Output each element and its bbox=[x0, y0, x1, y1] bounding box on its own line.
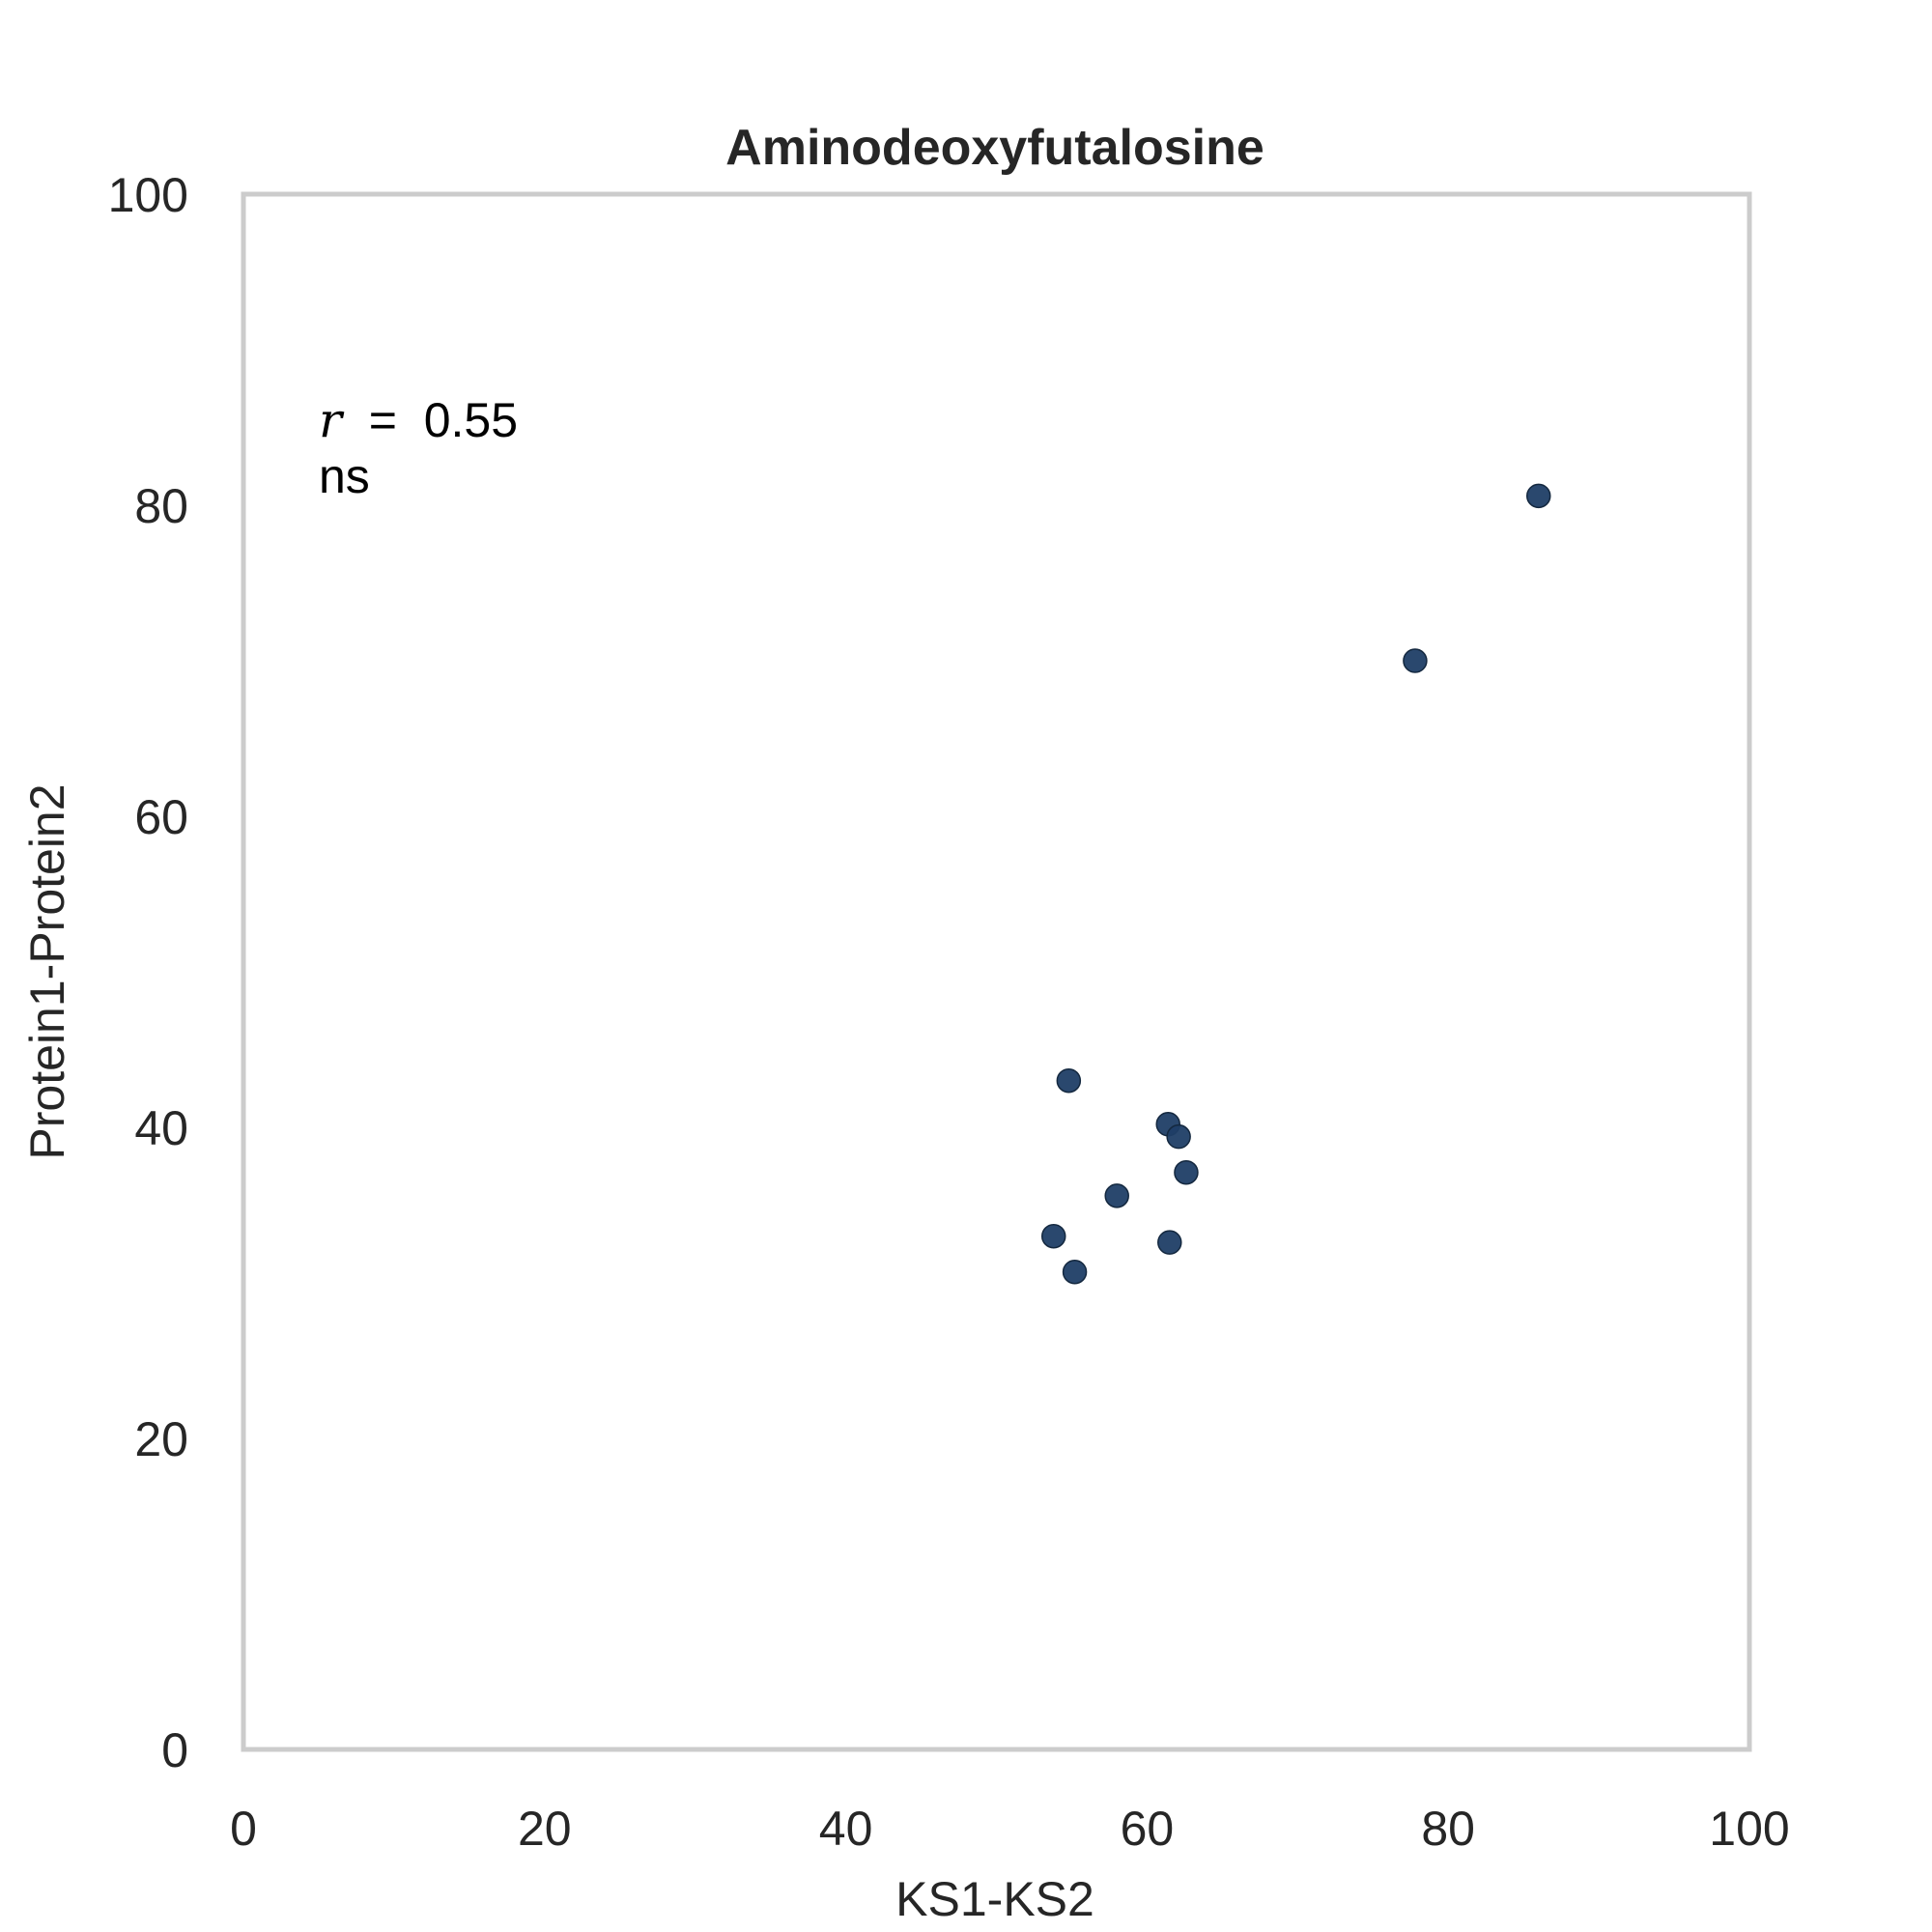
x-axis-label: KS1-KS2 bbox=[895, 1872, 1094, 1926]
y-tick-label: 60 bbox=[134, 790, 188, 844]
equals-sign: = bbox=[355, 393, 411, 447]
r-symbol: r bbox=[319, 392, 345, 448]
significance-annotation: ns bbox=[319, 449, 370, 503]
data-point-5 bbox=[1166, 1123, 1191, 1150]
r-value: 0.55 bbox=[424, 393, 518, 447]
y-axis-label: Protein1-Protein2 bbox=[20, 783, 74, 1159]
correlation-annotation: r = 0.55 bbox=[319, 392, 518, 448]
data-point-9 bbox=[1157, 1230, 1182, 1255]
data-point-7 bbox=[1104, 1183, 1129, 1208]
data-point-10 bbox=[1062, 1259, 1088, 1285]
points-layer bbox=[1040, 483, 1551, 1285]
y-tick-label: 20 bbox=[134, 1412, 188, 1466]
x-tick-label: 60 bbox=[1121, 1802, 1175, 1856]
y-tick-label: 100 bbox=[108, 168, 188, 222]
y-tick-label: 0 bbox=[161, 1723, 188, 1777]
x-tick-label: 100 bbox=[1709, 1802, 1789, 1856]
data-point-8 bbox=[1040, 1223, 1066, 1249]
y-tick-label: 80 bbox=[134, 479, 188, 533]
x-tick-labels: 0 20 40 60 80 100 bbox=[230, 1802, 1790, 1856]
data-point-6 bbox=[1174, 1159, 1199, 1185]
chart-title: Aminodeoxyfutalosine bbox=[725, 120, 1264, 176]
plot-frame bbox=[241, 191, 1752, 1752]
x-tick-label: 0 bbox=[230, 1802, 257, 1856]
x-tick-label: 40 bbox=[819, 1802, 873, 1856]
x-tick-label: 80 bbox=[1421, 1802, 1475, 1856]
y-tick-label: 40 bbox=[134, 1101, 188, 1155]
data-point-1 bbox=[1525, 483, 1551, 509]
y-tick-labels: 0 20 40 60 80 100 bbox=[108, 168, 188, 1777]
data-point-2 bbox=[1403, 648, 1428, 673]
data-point-3 bbox=[1056, 1067, 1082, 1094]
x-tick-label: 20 bbox=[518, 1802, 572, 1856]
